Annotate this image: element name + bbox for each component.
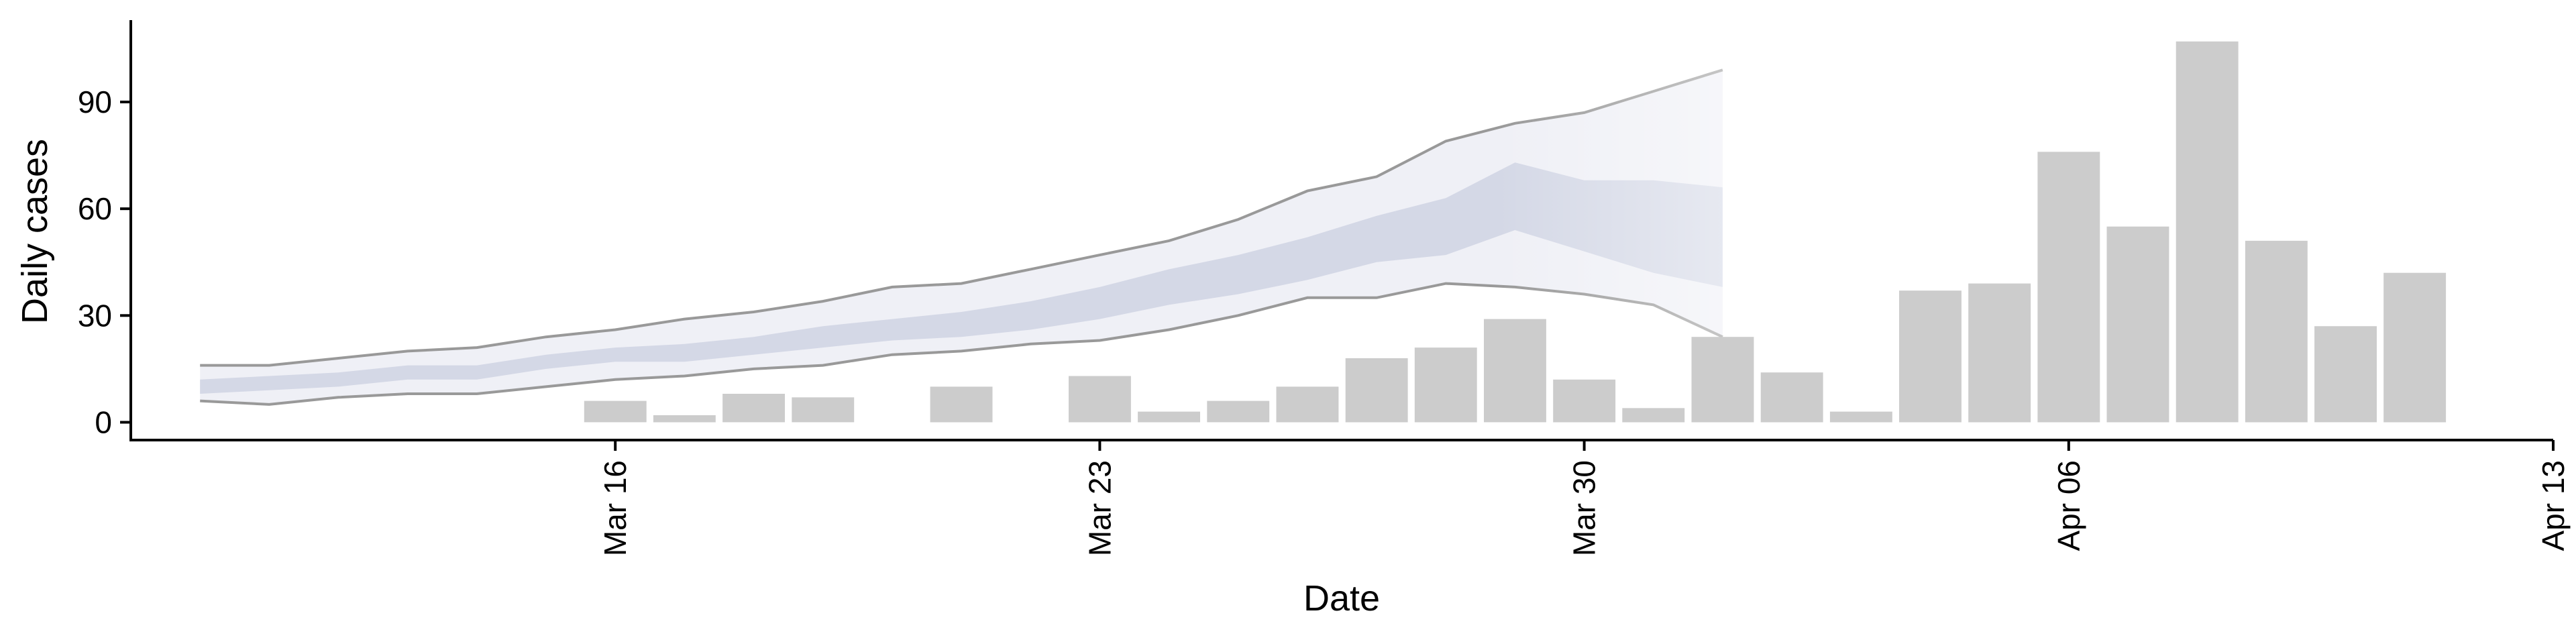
bar <box>2037 152 2100 423</box>
bar <box>722 394 785 423</box>
x-tick-label: Apr 06 <box>2051 460 2086 551</box>
bar <box>792 397 855 423</box>
bar <box>653 415 716 423</box>
bar <box>1829 411 1892 423</box>
bar <box>2106 226 2169 423</box>
y-ticks: 0 30 60 90 <box>78 85 131 439</box>
bar <box>1276 386 1339 423</box>
x-tick-label: Apr 13 <box>2536 460 2571 551</box>
bar <box>1069 376 1131 423</box>
x-tick-label: Mar 16 <box>598 460 633 556</box>
bar <box>1760 372 1823 423</box>
bar <box>584 400 647 423</box>
bar <box>1138 411 1200 423</box>
forecast-fade <box>1496 40 1791 356</box>
bar <box>1207 400 1270 423</box>
bar <box>930 386 993 423</box>
y-tick-label: 30 <box>78 298 112 333</box>
bar <box>1414 347 1477 423</box>
y-axis-title: Daily cases <box>15 139 55 324</box>
bar <box>1553 379 1616 423</box>
bar <box>1484 319 1546 423</box>
bar <box>2314 326 2377 423</box>
y-tick-label: 0 <box>95 405 112 439</box>
bar <box>1899 290 1962 423</box>
x-tick-label: Mar 23 <box>1082 460 1117 556</box>
bar <box>2245 240 2308 423</box>
x-axis-title: Date <box>1303 578 1380 619</box>
bar <box>2176 41 2239 423</box>
y-tick-label: 90 <box>78 85 112 119</box>
y-tick-label: 60 <box>78 191 112 226</box>
bar <box>2383 272 2447 423</box>
bar <box>1691 337 1754 423</box>
bars <box>584 41 2447 423</box>
bar <box>1968 283 2031 423</box>
axes <box>129 20 2553 441</box>
x-tick-label: Mar 30 <box>1567 460 1602 556</box>
outer-band-upper-line <box>200 68 1723 367</box>
outer-band-lower-line <box>200 282 1723 406</box>
bar <box>1622 408 1685 423</box>
x-ticks: Mar 16 Mar 23 Mar 30 Apr 06 Apr 13 <box>598 440 2571 556</box>
bar <box>1345 358 1408 423</box>
